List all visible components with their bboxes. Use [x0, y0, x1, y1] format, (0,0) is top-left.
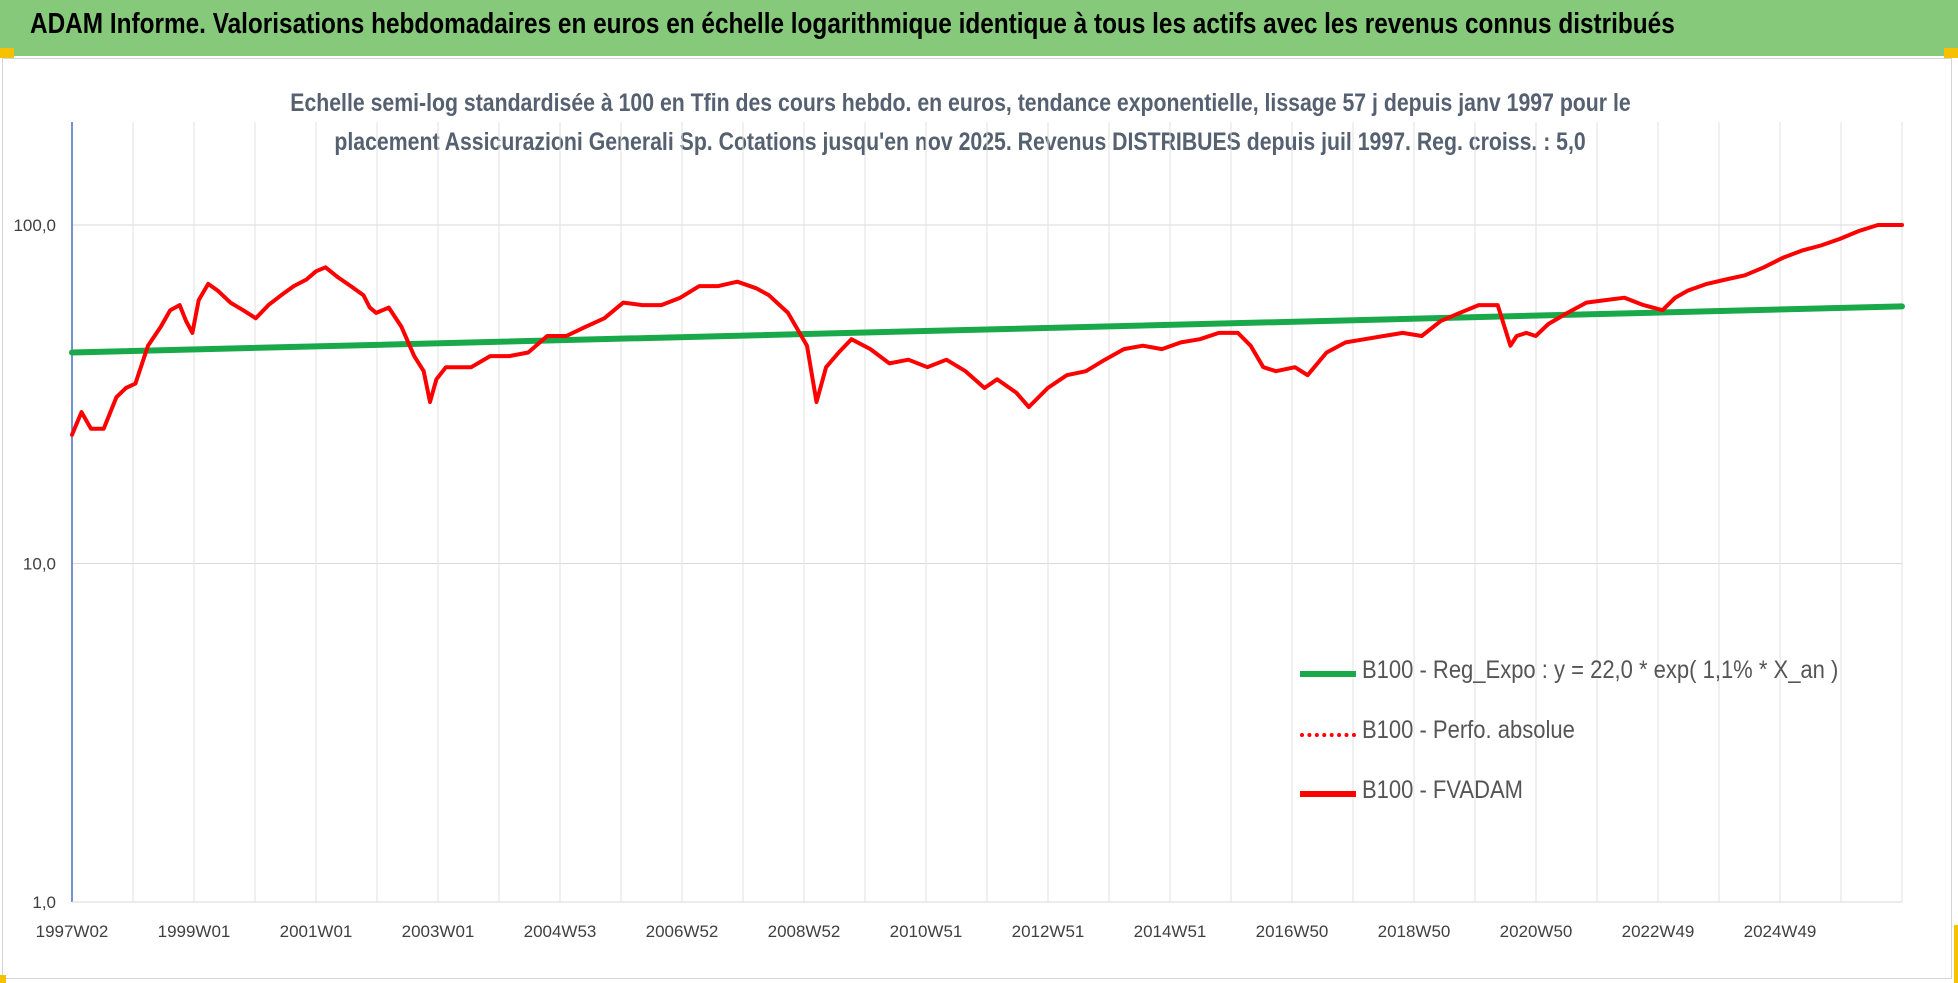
- x-tick-label: 2001W01: [280, 922, 353, 941]
- corner-mark-bottom-right: [1954, 925, 1958, 983]
- y-axis-ticks: 1,0 10,0 100,0: [13, 216, 56, 912]
- legend-label-perfo-absolue: B100 - Perfo. absolue: [1362, 716, 1575, 744]
- x-tick-label: 2012W51: [1012, 922, 1085, 941]
- x-tick-label: 2003W01: [402, 922, 475, 941]
- y-tick-label: 10,0: [23, 555, 56, 574]
- x-tick-label: 2004W53: [524, 922, 597, 941]
- series-lines: [69, 223, 1905, 437]
- chart-title: Echelle semi-log standardisée à 100 en T…: [140, 84, 1780, 162]
- y-tick-label: 100,0: [13, 216, 56, 235]
- chart-title-line-1: Echelle semi-log standardisée à 100 en T…: [289, 89, 1631, 117]
- x-tick-label: 2018W50: [1378, 922, 1451, 941]
- x-axis-ticks: 1997W02 1999W01 2001W01 2003W01 2004W53 2006W…: [36, 922, 1817, 941]
- y-tick-label: 1,0: [32, 893, 56, 912]
- x-tick-label: 2010W51: [890, 922, 963, 941]
- legend-swatch-perfo-absolue: [1300, 733, 1356, 737]
- x-tick-label: 1997W02: [36, 922, 109, 941]
- legend-label-fvadam: B100 - FVADAM: [1362, 776, 1523, 804]
- report-title: ADAM Informe. Valorisations hebdomadaire…: [30, 8, 1675, 40]
- corner-mark-top-right: [1944, 48, 1958, 58]
- x-tick-label: 2022W49: [1622, 922, 1695, 941]
- corner-mark-bottom-left: [0, 975, 6, 983]
- chart-title-line-2: placement Assicurazioni Generali Sp. Cot…: [334, 128, 1586, 156]
- x-tick-label: 2006W52: [646, 922, 719, 941]
- x-tick-label: 1999W01: [158, 922, 231, 941]
- legend-swatch-regression: [1300, 671, 1356, 677]
- regression-line: [69, 303, 1905, 356]
- x-tick-label: 2008W52: [768, 922, 841, 941]
- x-tick-label: 2016W50: [1256, 922, 1329, 941]
- x-tick-label: 2024W49: [1744, 922, 1817, 941]
- header-banner: ADAM Informe. Valorisations hebdomadaire…: [0, 0, 1958, 56]
- fvadam-line: [70, 223, 1904, 437]
- corner-mark-top-left: [0, 48, 14, 58]
- x-tick-label: 2014W51: [1134, 922, 1207, 941]
- gridlines: [71, 122, 1903, 903]
- legend-label-regression: B100 - Reg_Expo : y = 22,0 * exp( 1,1% *…: [1362, 656, 1839, 684]
- chart-frame: [2, 58, 1952, 979]
- legend-swatch-fvadam: [1300, 791, 1356, 797]
- x-tick-label: 2020W50: [1500, 922, 1573, 941]
